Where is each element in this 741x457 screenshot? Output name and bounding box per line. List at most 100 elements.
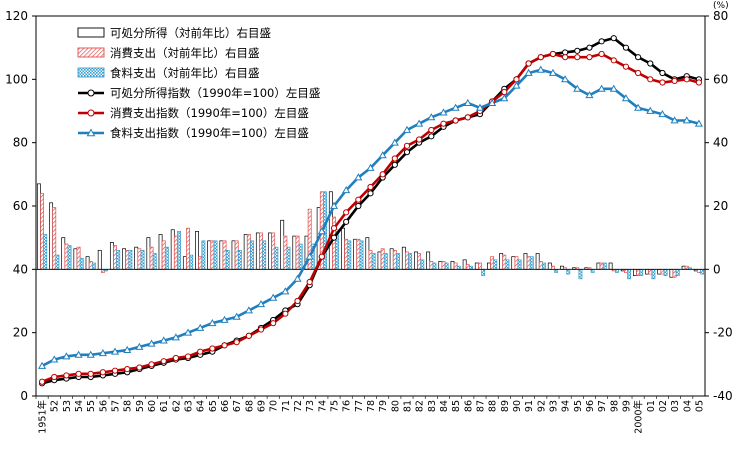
left-tick-label: 80 [13, 136, 28, 150]
bar [578, 268, 583, 280]
x-tick-label: 79 [378, 400, 389, 412]
bar [672, 268, 677, 278]
series-point [549, 50, 557, 58]
bar [453, 262, 458, 270]
bar [219, 240, 224, 270]
legend-swatch-bar [77, 27, 105, 38]
x-tick-label: 57 [111, 400, 122, 412]
right-tick-label: 80 [713, 9, 728, 23]
bar [681, 265, 686, 270]
series-point [220, 315, 229, 323]
x-tick-label: 98 [609, 400, 620, 412]
bar [113, 245, 117, 270]
series-point [123, 345, 132, 353]
bar [487, 262, 491, 270]
series-point [439, 108, 448, 116]
bar [499, 253, 504, 270]
bar [210, 240, 215, 270]
x-tick-label: 69 [257, 400, 268, 412]
x-tick-label: 63 [184, 400, 195, 412]
series-point [184, 353, 192, 360]
series-point [183, 328, 193, 336]
series-point [111, 367, 119, 374]
x-tick-label: 71 [281, 400, 292, 412]
x-tick-label: 68 [244, 400, 255, 412]
bar [538, 261, 543, 270]
bar [61, 237, 66, 270]
bar [43, 234, 48, 270]
series-point [196, 323, 205, 331]
x-tick-label: 87 [475, 400, 486, 412]
bar [164, 246, 169, 270]
bar [529, 256, 534, 270]
series-point [282, 310, 289, 317]
bar [493, 259, 498, 270]
series-point [379, 171, 386, 178]
bar [590, 268, 595, 273]
series-point [342, 185, 351, 194]
bar [648, 268, 653, 275]
bar [246, 234, 251, 270]
series-point [574, 54, 581, 61]
series-point [147, 339, 156, 347]
series-point [427, 113, 436, 121]
bar [615, 268, 619, 273]
bar [429, 261, 434, 270]
bar [140, 249, 145, 270]
series-point [647, 60, 654, 67]
series-point [536, 65, 545, 73]
legend-label: 消費支出指数（1990年=100）左目盛 [110, 106, 309, 120]
legend-label: 可処分所得（対前年比）右目盛 [110, 26, 271, 40]
series-point [38, 378, 46, 385]
bar [201, 240, 206, 270]
bar [52, 207, 57, 270]
legend-label: 食料支出（対前年比）右目盛 [110, 66, 260, 80]
bar [551, 265, 555, 270]
bar [368, 249, 373, 270]
series-point [244, 306, 253, 314]
series-line [41, 52, 700, 383]
bar [365, 237, 370, 270]
bar [602, 262, 607, 270]
x-tick-label: 91 [524, 400, 535, 412]
bar [627, 268, 632, 280]
series-point [329, 201, 339, 209]
bar [250, 240, 254, 270]
bar [371, 253, 376, 270]
series-point [610, 57, 617, 64]
series-point [598, 38, 605, 45]
series-point [658, 109, 667, 118]
series-point [573, 84, 582, 92]
bar [231, 240, 236, 270]
bar [274, 246, 279, 270]
bar [441, 261, 446, 270]
legend-marker [87, 109, 95, 117]
bar [55, 254, 60, 270]
bar [158, 234, 163, 270]
bar [198, 256, 203, 270]
series-point [208, 318, 217, 327]
series-point [318, 253, 325, 260]
series-point [451, 103, 460, 111]
bar [608, 262, 613, 270]
x-tick-label: 58 [123, 400, 134, 412]
bar [152, 253, 157, 270]
bar [462, 259, 467, 270]
series-point [378, 151, 387, 159]
bar [542, 262, 546, 270]
series-point [440, 120, 447, 127]
bar [341, 227, 345, 270]
bar [344, 238, 349, 270]
series-point [621, 94, 630, 102]
bar [359, 240, 364, 270]
bar [490, 256, 495, 270]
bar [125, 249, 130, 270]
series-point [171, 333, 180, 341]
bar [64, 243, 69, 270]
bar [599, 262, 604, 270]
bar [100, 268, 105, 273]
x-tick-label: 92 [536, 400, 547, 412]
x-tick-label: 72 [293, 400, 304, 412]
series-point [98, 349, 107, 357]
bar [73, 248, 78, 270]
